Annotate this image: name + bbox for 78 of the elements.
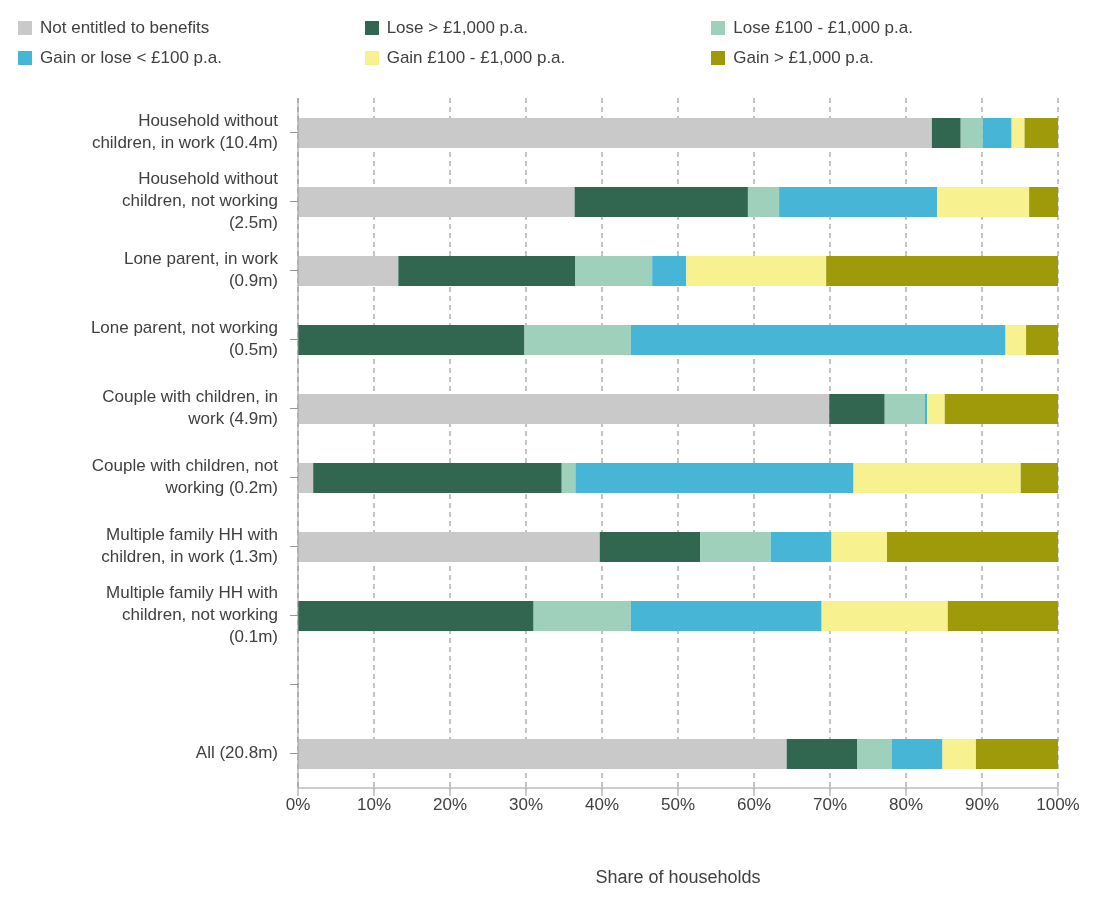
bar	[575, 256, 653, 286]
y-tick-label: Lone parent, in work (0.9m)	[123, 248, 279, 290]
bar	[1029, 187, 1058, 217]
x-axis-title: Share of households	[595, 867, 761, 887]
y-tick-label: Household without children, in work (10.4m)	[91, 110, 279, 152]
bar	[942, 739, 976, 769]
bar	[826, 256, 1058, 286]
bar	[887, 532, 1058, 562]
bar	[931, 118, 961, 148]
x-tick-label: 30%	[508, 795, 544, 815]
legend-label: Lose £100 - £1,000 p.a.	[733, 18, 913, 38]
bar	[1011, 118, 1025, 148]
bar	[829, 394, 885, 424]
bar	[927, 394, 945, 424]
y-tick-label: Household without children, not working (2.5m)	[122, 168, 279, 232]
bar	[786, 739, 858, 769]
bar	[575, 463, 854, 493]
x-tick-label: 60%	[736, 795, 772, 815]
bar	[891, 739, 943, 769]
x-tick-label: 40%	[584, 795, 620, 815]
bar	[561, 463, 576, 493]
x-tick-label: 20%	[432, 795, 468, 815]
x-tick-label: 10%	[356, 795, 392, 815]
bar	[313, 463, 562, 493]
legend-label: Gain £100 - £1,000 p.a.	[386, 48, 566, 68]
bar	[298, 601, 534, 631]
bar	[1024, 118, 1058, 148]
x-tick-label: 100%	[1036, 795, 1080, 815]
y-tick-label: Couple with children, not working (0.2m)	[91, 455, 279, 497]
x-tick-label: 80%	[888, 795, 924, 815]
y-tick-label: Lone parent, not working (0.5m)	[90, 317, 278, 359]
bar	[574, 187, 748, 217]
bar	[770, 532, 832, 562]
bar	[1020, 463, 1058, 493]
bar	[975, 739, 1058, 769]
legend-label: Gain or lose < £100 p.a.	[40, 48, 222, 68]
bar	[630, 601, 822, 631]
y-tick-label: Couple with children, in work (4.9m)	[102, 386, 278, 428]
bar	[298, 739, 787, 769]
bar	[947, 601, 1058, 631]
bar	[298, 118, 932, 148]
bar	[960, 118, 983, 148]
bar	[652, 256, 687, 286]
bar	[944, 394, 1058, 424]
bar	[821, 601, 948, 631]
bar	[1026, 325, 1058, 355]
bar	[831, 532, 887, 562]
bar	[747, 187, 780, 217]
bar	[298, 532, 600, 562]
bar	[398, 256, 576, 286]
bar	[524, 325, 631, 355]
legend-label: Lose > £1,000 p.a.	[386, 18, 528, 38]
x-tick-label: 50%	[660, 795, 696, 815]
bar	[298, 187, 575, 217]
bar	[937, 187, 1030, 217]
bar	[630, 325, 1006, 355]
bar	[982, 118, 1012, 148]
y-tick-label: Multiple family HH with children, in work (1.3m)	[101, 524, 278, 566]
y-tick-label: Multiple family HH with children, not working (0.1m)	[106, 582, 278, 646]
bar	[298, 394, 830, 424]
bar	[779, 187, 938, 217]
bar	[298, 256, 399, 286]
bar	[298, 463, 314, 493]
bar	[298, 325, 525, 355]
x-tick-label: 70%	[812, 795, 848, 815]
bar	[884, 394, 925, 424]
x-tick-label: 0%	[285, 795, 311, 815]
legend-label: Gain > £1,000 p.a.	[733, 48, 874, 68]
bar	[700, 532, 771, 562]
bar	[533, 601, 631, 631]
bar	[853, 463, 1021, 493]
y-tick-label: All (20.8m)	[195, 742, 278, 762]
bar	[686, 256, 827, 286]
bar	[599, 532, 701, 562]
legend-label: Not entitled to benefits	[40, 18, 210, 38]
x-tick-label: 90%	[964, 795, 1000, 815]
bar	[1005, 325, 1027, 355]
bar	[857, 739, 892, 769]
